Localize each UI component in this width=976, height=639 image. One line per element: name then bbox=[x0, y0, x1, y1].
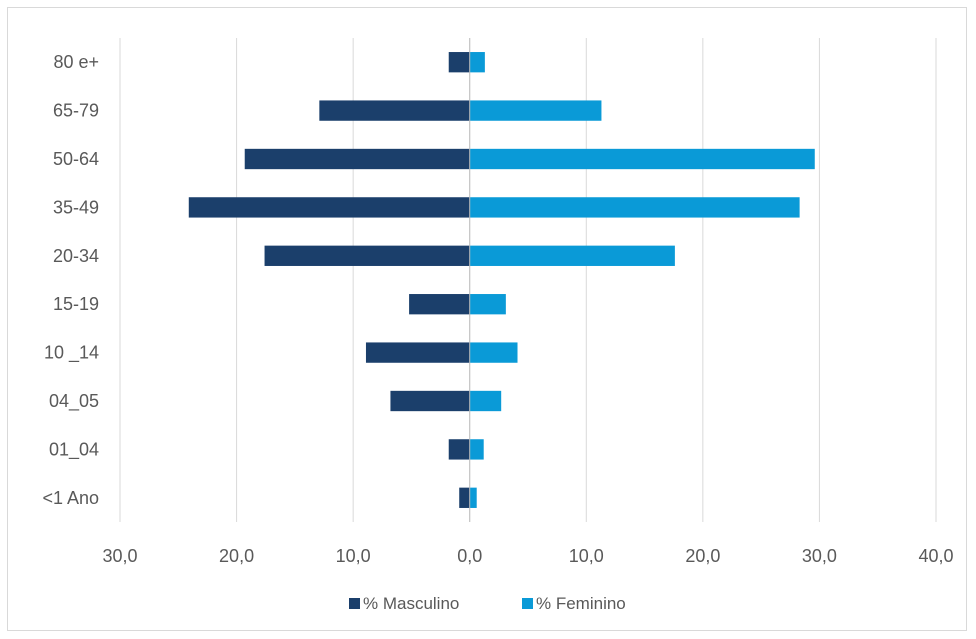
legend-item-masculino-swatch bbox=[349, 598, 360, 609]
category-label-8: 01_04 bbox=[49, 439, 99, 460]
bar-masculino-7 bbox=[390, 390, 470, 412]
bar-feminino-1 bbox=[469, 100, 602, 121]
x-tick-label-3: 0,0 bbox=[457, 546, 482, 566]
bar-feminino-0 bbox=[469, 52, 485, 73]
legend-item-feminino-swatch bbox=[522, 598, 533, 609]
x-tick-label-2: 10,0 bbox=[336, 546, 371, 566]
legend-item-feminino-label: % Feminino bbox=[536, 594, 626, 613]
category-labels: 80 e+ 65-79 50-64 35-49 20-34 15-19 10 _14 04_0… bbox=[42, 52, 99, 508]
category-label-5: 15-19 bbox=[53, 294, 99, 314]
legend-item-masculino-label: % Masculino bbox=[363, 594, 459, 613]
x-tick-label-4: 10,0 bbox=[569, 546, 604, 566]
bar-feminino-5 bbox=[469, 294, 506, 315]
category-label-3: 35-49 bbox=[53, 197, 99, 217]
x-tick-label-6: 30,0 bbox=[802, 546, 837, 566]
category-label-6: 10 _14 bbox=[44, 343, 99, 364]
bar-masculino-4 bbox=[264, 245, 470, 266]
bar-feminino-2 bbox=[469, 148, 815, 170]
bar-feminino-6 bbox=[469, 342, 518, 363]
bar-feminino-4 bbox=[469, 245, 675, 266]
bar-masculino-1 bbox=[319, 100, 470, 121]
bars bbox=[188, 52, 815, 508]
x-tick-label-5: 20,0 bbox=[685, 546, 720, 566]
bar-masculino-2 bbox=[244, 148, 470, 170]
category-label-1: 65-79 bbox=[53, 101, 99, 121]
category-label-0: 80 e+ bbox=[53, 52, 99, 72]
bar-feminino-3 bbox=[469, 197, 800, 218]
bar-masculino-3 bbox=[188, 197, 470, 218]
bar-masculino-5 bbox=[409, 294, 470, 315]
category-label-7: 04_05 bbox=[49, 391, 99, 412]
legend: % Masculino % Feminino bbox=[349, 594, 626, 613]
category-label-4: 20-34 bbox=[53, 246, 99, 266]
bar-feminino-7 bbox=[469, 390, 502, 412]
x-tick-label-0: 30,0 bbox=[102, 546, 137, 566]
bar-masculino-9 bbox=[459, 487, 470, 508]
bar-masculino-0 bbox=[448, 52, 470, 73]
bar-feminino-8 bbox=[469, 439, 484, 460]
x-tick-label-1: 20,0 bbox=[219, 546, 254, 566]
x-tick-label-7: 40,0 bbox=[918, 546, 953, 566]
x-tick-labels: 30,0 20,0 10,0 0,0 10,0 20,0 30,0 40,0 bbox=[102, 546, 953, 566]
bar-masculino-6 bbox=[365, 342, 470, 363]
bar-masculino-8 bbox=[448, 439, 470, 460]
bar-feminino-9 bbox=[469, 487, 477, 508]
category-label-2: 50-64 bbox=[53, 149, 99, 169]
category-label-9: <1 Ano bbox=[42, 488, 99, 508]
